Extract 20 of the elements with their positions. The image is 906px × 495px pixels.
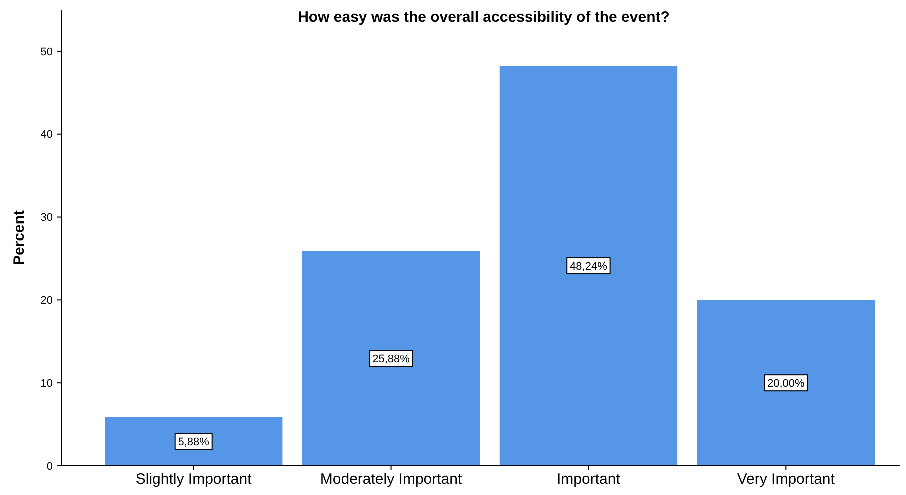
y-axis-title: Percent <box>11 210 28 266</box>
chart-title: How easy was the overall accessibility of the event? <box>298 9 670 26</box>
bar <box>302 251 480 466</box>
x-tick-label: Slightly Important <box>136 471 253 488</box>
y-tick-label: 50 <box>40 46 53 58</box>
x-tick-label: Important <box>557 471 622 488</box>
y-tick-label: 10 <box>40 378 53 390</box>
y-tick-label: 30 <box>40 212 53 224</box>
data-label: 20,00% <box>768 378 806 390</box>
bar <box>500 66 678 466</box>
bar <box>105 417 283 466</box>
x-tick-label: Moderately Important <box>320 471 463 488</box>
bar <box>697 300 875 466</box>
data-label: 48,24% <box>570 260 608 273</box>
y-tick-label: 0 <box>46 460 53 473</box>
y-tick-label: 20 <box>40 295 53 308</box>
y-tick-label: 40 <box>40 129 53 142</box>
x-tick-label: Very Important <box>737 471 836 488</box>
data-label: 5,88% <box>178 436 210 448</box>
data-label: 25,88% <box>372 354 410 366</box>
